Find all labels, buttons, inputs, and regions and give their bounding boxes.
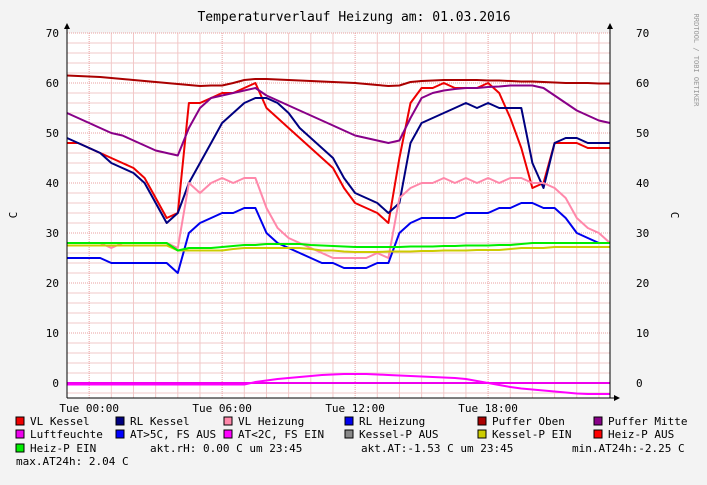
legend-label-5: Puffer Mitte (608, 415, 687, 428)
series-line-0 (67, 82, 610, 224)
legend-swatch-4 (477, 416, 487, 426)
legend-swatch-0 (15, 416, 25, 426)
y-tick-label-right: 20 (636, 277, 649, 290)
series-line-10 (67, 244, 610, 253)
legend-swatch-3 (344, 416, 354, 426)
y-tick-label-right: 70 (636, 27, 649, 40)
stat-3: max.AT24h: 2.04 C (16, 455, 129, 468)
legend-swatch-9 (344, 429, 354, 439)
y-axis-arrow-left (64, 23, 70, 29)
y-tick-label-right: 30 (636, 227, 649, 240)
y-axis-label-left: C (7, 212, 20, 219)
legend-swatch-11 (593, 429, 603, 439)
x-axis-arrow (614, 395, 620, 401)
y-tick-label-right: 60 (636, 77, 649, 90)
stat-1: akt.AT:-1.53 C um 23:45 (361, 442, 513, 455)
y-tick-label-right: 0 (636, 377, 643, 390)
legend-label-3: RL Heizung (359, 415, 425, 428)
legend: VL Kessel RL Kessel VL Heizung RL Heizung Pu… (15, 415, 687, 455)
y-tick-label-left: 10 (46, 327, 59, 340)
y-axis-label-right: C (668, 212, 681, 219)
series-line-1 (66, 97, 610, 224)
tick-labels: 0 0 10 10 20 20 30 30 40 40 50 50 60 60 70 70 Tue 00:00 T… (46, 27, 650, 415)
legend-swatch-6 (15, 429, 25, 439)
stat-2: min.AT24h:-2.25 C (572, 442, 685, 455)
y-tick-label-right: 40 (636, 177, 649, 190)
y-tick-label-left: 30 (46, 227, 59, 240)
legend-swatch-12 (15, 443, 25, 453)
x-tick-label: Tue 12:00 (325, 402, 385, 415)
y-tick-label-left: 60 (46, 77, 59, 90)
chart-title: Temperaturverlauf Heizung am: 01.03.2016 (197, 10, 510, 25)
legend-swatch-2 (223, 416, 233, 426)
series-line-4 (66, 74, 610, 87)
y-tick-label-left: 50 (46, 127, 59, 140)
watermark: RRDTOOL / TOBI OETIKER (692, 14, 700, 108)
legend-swatch-7 (115, 429, 125, 439)
legend-label-12: Heiz-P EIN (30, 442, 96, 455)
minor-grid (66, 33, 610, 398)
y-axis-arrow-right (607, 23, 613, 29)
series-line-8 (67, 373, 610, 395)
legend-label-2: VL Heizung (238, 415, 304, 428)
legend-label-8: AT<2C, FS EIN (238, 428, 324, 441)
stat-0: akt.rH: 0.00 C um 23:45 (150, 442, 302, 455)
legend-label-10: Kessel-P EIN (492, 428, 571, 441)
y-tick-label-left: 20 (46, 277, 59, 290)
legend-swatch-10 (477, 429, 487, 439)
legend-label-11: Heiz-P AUS (608, 428, 674, 441)
x-tick-label: Tue 00:00 (59, 402, 119, 415)
y-tick-label-left: 0 (52, 377, 59, 390)
series-line-12 (67, 242, 610, 252)
x-tick-label: Tue 18:00 (458, 402, 518, 415)
y-tick-label-left: 40 (46, 177, 59, 190)
y-tick-label-left: 70 (46, 27, 59, 40)
legend-label-1: RL Kessel (130, 415, 190, 428)
legend-swatch-5 (593, 416, 603, 426)
x-tick-label: Tue 06:00 (192, 402, 252, 415)
plot-area (67, 33, 610, 398)
legend-label-4: Puffer Oben (492, 415, 565, 428)
legend-label-6: Luftfeuchte (30, 428, 103, 441)
series-layer (66, 74, 611, 395)
legend-label-0: VL Kessel (30, 415, 90, 428)
legend-label-9: Kessel-P AUS (359, 428, 438, 441)
series-line-3 (67, 202, 610, 274)
y-tick-label-right: 50 (636, 127, 649, 140)
legend-swatch-8 (223, 429, 233, 439)
y-tick-label-right: 10 (636, 327, 649, 340)
legend-label-7: AT>5C, FS AUS (130, 428, 216, 441)
series-line-5 (66, 84, 611, 157)
axes (64, 23, 620, 401)
stats: akt.rH: 0.00 C um 23:45 akt.AT:-1.53 C um… (16, 442, 685, 468)
legend-swatch-1 (115, 416, 125, 426)
